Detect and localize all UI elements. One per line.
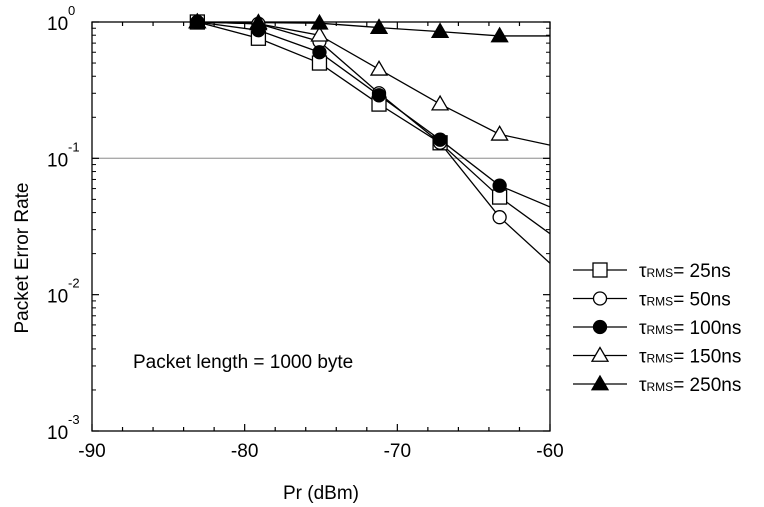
legend-symbol: τ — [639, 318, 647, 339]
x-tick-labels: -90 -80 -70 -60 — [78, 441, 563, 462]
x-tick-label: -70 — [384, 441, 411, 462]
marker-series-5 — [188, 12, 207, 29]
legend-subscript: RMS — [647, 295, 674, 309]
packet-length-annotation: Packet length = 1000 byte — [133, 352, 353, 373]
axis-ticks — [91, 21, 551, 432]
y-tick-exponent: -3 — [68, 412, 80, 427]
y-axis-title: Packet Error Rate — [12, 183, 33, 334]
x-tick-label: -80 — [231, 441, 258, 462]
legend-value: = 25ns — [673, 261, 731, 282]
legend-value: = 150ns — [673, 347, 741, 368]
series-line-2 — [197, 22, 550, 264]
y-tick-base: 10 — [47, 150, 68, 171]
legend-label: τRMS= 25ns — [639, 261, 731, 282]
y-tick-exponent: -1 — [68, 139, 80, 154]
legend-subscript: RMS — [647, 323, 674, 337]
legend-item: τRMS= 100ns — [573, 318, 741, 339]
legend-label: τRMS= 250ns — [639, 375, 741, 396]
legend-subscript: RMS — [647, 266, 674, 280]
marker-series-4 — [310, 25, 329, 42]
marker-legend — [592, 291, 608, 306]
marker-legend — [592, 262, 608, 278]
marker-legend — [590, 374, 610, 391]
legend-item: τRMS= 50ns — [573, 290, 731, 311]
legend-subscript: RMS — [647, 380, 674, 394]
marker-series-3 — [371, 88, 387, 103]
y-tick-base: 10 — [47, 423, 68, 444]
legend-symbol: τ — [639, 347, 647, 368]
legend-value: = 100ns — [673, 318, 741, 339]
legend-item: τRMS= 250ns — [573, 374, 741, 396]
legend-item: τRMS= 25ns — [573, 261, 731, 282]
marker-series-5 — [490, 26, 509, 43]
y-tick-exponent: 0 — [68, 3, 75, 18]
legend-symbol: τ — [639, 261, 647, 282]
series-group — [197, 22, 550, 264]
marker-series-5 — [430, 22, 450, 39]
marker-series-3 — [492, 178, 507, 193]
y-tick-base: 10 — [47, 14, 68, 35]
legend-item: τRMS= 150ns — [573, 346, 741, 368]
x-tick-label: -60 — [536, 441, 563, 462]
legend-value: = 50ns — [673, 290, 731, 311]
legend-symbol: τ — [639, 290, 647, 311]
markers-group — [188, 12, 509, 225]
legend-value: = 250ns — [673, 375, 741, 396]
marker-series-4 — [490, 125, 509, 141]
marker-legend — [590, 346, 610, 362]
legend-label: τRMS= 150ns — [639, 347, 741, 368]
marker-series-3 — [432, 132, 448, 147]
marker-series-4 — [430, 94, 450, 111]
marker-series-2 — [492, 210, 507, 225]
legend-label: τRMS= 50ns — [639, 290, 731, 311]
x-axis-title: Pr (dBm) — [283, 483, 359, 504]
marker-series-5 — [249, 13, 268, 30]
marker-series-5 — [310, 13, 329, 30]
y-tick-base: 10 — [47, 287, 68, 308]
x-tick-label: -90 — [78, 441, 105, 462]
legend-label: τRMS= 100ns — [639, 318, 741, 339]
marker-series-5 — [369, 18, 389, 34]
legend-symbol: τ — [639, 375, 647, 396]
marker-series-4 — [369, 59, 389, 76]
legend-subscript: RMS — [647, 352, 674, 366]
y-tick-exponent: -2 — [68, 276, 80, 291]
marker-legend — [592, 319, 608, 335]
marker-series-3 — [312, 45, 327, 60]
